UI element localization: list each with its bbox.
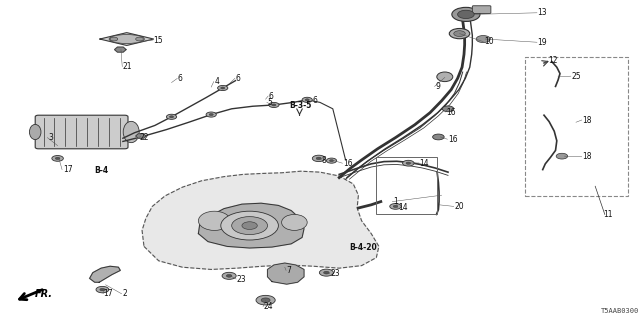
Circle shape: [406, 162, 411, 164]
Text: 23: 23: [330, 269, 340, 278]
Polygon shape: [142, 171, 379, 269]
Circle shape: [449, 28, 470, 39]
Text: 22: 22: [140, 133, 149, 142]
Circle shape: [261, 298, 270, 302]
Text: 19: 19: [538, 38, 547, 47]
Circle shape: [221, 211, 278, 240]
Text: 9: 9: [435, 82, 440, 91]
Text: FR.: FR.: [35, 289, 53, 299]
Circle shape: [476, 36, 490, 43]
Circle shape: [170, 116, 173, 118]
Polygon shape: [115, 47, 126, 52]
Circle shape: [452, 7, 480, 21]
Circle shape: [100, 288, 105, 291]
Polygon shape: [268, 263, 304, 284]
Circle shape: [326, 158, 337, 163]
Text: 6: 6: [236, 74, 241, 83]
Text: 25: 25: [572, 72, 581, 81]
Text: 8: 8: [322, 156, 326, 164]
Circle shape: [136, 37, 143, 41]
FancyBboxPatch shape: [472, 6, 491, 13]
Text: 15: 15: [154, 36, 163, 44]
Ellipse shape: [198, 211, 230, 230]
Circle shape: [305, 99, 309, 101]
Text: 21: 21: [123, 62, 132, 71]
Bar: [525, 57, 628, 196]
Polygon shape: [100, 33, 154, 45]
Text: T5AAB0300: T5AAB0300: [600, 308, 639, 314]
Text: 17: 17: [104, 289, 113, 298]
Circle shape: [96, 286, 109, 293]
Circle shape: [218, 85, 228, 91]
Text: 5: 5: [268, 98, 273, 107]
Circle shape: [206, 112, 216, 117]
Circle shape: [324, 271, 329, 274]
Circle shape: [312, 155, 325, 162]
Circle shape: [55, 157, 60, 160]
Circle shape: [302, 97, 312, 102]
Text: 18: 18: [582, 116, 592, 124]
Text: 7: 7: [287, 266, 292, 275]
Circle shape: [227, 275, 232, 277]
Ellipse shape: [29, 124, 41, 140]
Text: 20: 20: [454, 202, 464, 211]
Text: 16: 16: [448, 135, 458, 144]
Text: 23: 23: [237, 275, 246, 284]
Circle shape: [403, 160, 414, 166]
Circle shape: [330, 160, 333, 162]
Text: 24: 24: [264, 302, 273, 311]
Circle shape: [393, 205, 398, 208]
Circle shape: [556, 153, 568, 159]
Text: 6: 6: [269, 92, 274, 100]
Text: 2: 2: [123, 289, 127, 298]
Circle shape: [110, 37, 118, 41]
Circle shape: [232, 217, 268, 235]
Ellipse shape: [124, 121, 140, 143]
Text: 14: 14: [419, 159, 429, 168]
Text: 4: 4: [214, 77, 220, 86]
Circle shape: [221, 87, 225, 89]
Text: 10: 10: [484, 37, 493, 46]
Circle shape: [52, 156, 63, 161]
Circle shape: [316, 157, 321, 160]
Circle shape: [166, 114, 177, 119]
Bar: [376, 157, 437, 214]
Circle shape: [442, 106, 454, 112]
Ellipse shape: [282, 214, 307, 230]
Text: 12: 12: [548, 56, 557, 65]
Text: 17: 17: [63, 165, 72, 174]
Circle shape: [269, 102, 279, 108]
Text: 6: 6: [178, 74, 183, 83]
Text: 11: 11: [603, 210, 612, 219]
Circle shape: [242, 222, 257, 229]
Circle shape: [319, 269, 333, 276]
Circle shape: [454, 31, 465, 36]
Text: 18: 18: [582, 152, 592, 161]
FancyBboxPatch shape: [35, 115, 128, 149]
Polygon shape: [136, 134, 146, 138]
Text: B-4-20: B-4-20: [349, 243, 376, 252]
Text: 3: 3: [48, 133, 53, 142]
Circle shape: [433, 134, 444, 140]
Text: 1: 1: [394, 197, 398, 206]
Text: B-4: B-4: [95, 166, 109, 175]
Ellipse shape: [436, 72, 453, 82]
Text: B-3-5: B-3-5: [289, 101, 312, 110]
Ellipse shape: [109, 35, 145, 44]
Polygon shape: [90, 266, 120, 282]
Text: 14: 14: [398, 203, 408, 212]
Circle shape: [209, 114, 213, 116]
Text: 16: 16: [446, 108, 456, 116]
Polygon shape: [198, 203, 304, 248]
Circle shape: [272, 104, 276, 106]
Circle shape: [222, 272, 236, 279]
Text: 16: 16: [343, 159, 353, 168]
Circle shape: [256, 295, 275, 305]
Text: 13: 13: [538, 8, 547, 17]
Text: 6: 6: [312, 96, 317, 105]
Circle shape: [458, 10, 474, 19]
Circle shape: [390, 204, 401, 209]
